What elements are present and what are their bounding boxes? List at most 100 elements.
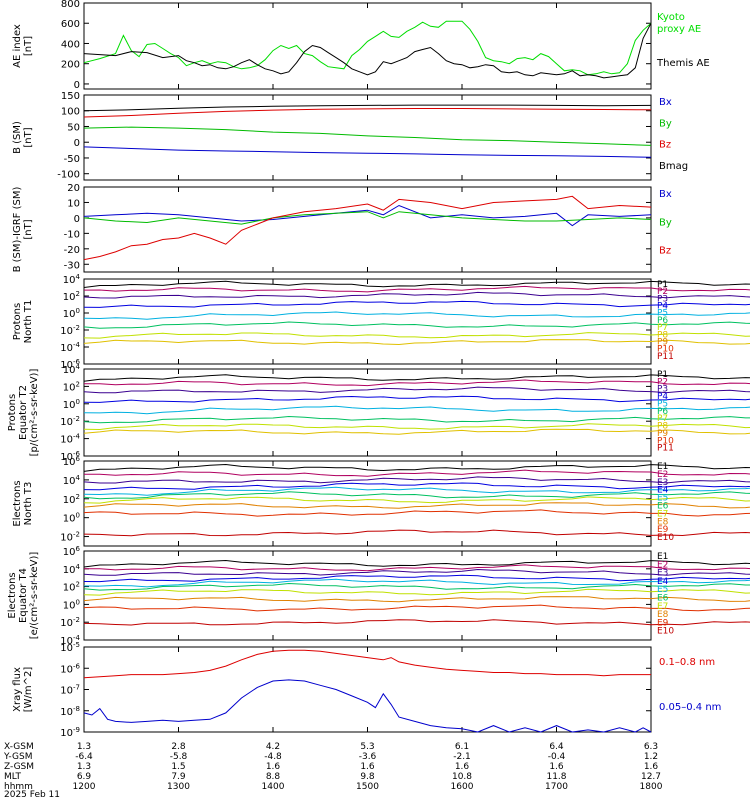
channel-line-ee-e6 bbox=[83, 582, 750, 591]
date-label: 2025 Feb 11 bbox=[4, 790, 60, 800]
y-axis-label-ae: AE index bbox=[12, 24, 23, 68]
x-table-value-x-gsm: 6.3 bbox=[644, 742, 658, 752]
series-line-dbsm-bx bbox=[83, 204, 652, 227]
channel-line-pe-p2 bbox=[84, 379, 750, 387]
channel-line-ee-e2 bbox=[84, 564, 750, 572]
y-tick-label-b: 150 bbox=[61, 91, 80, 102]
y-tick-label-ae: 600 bbox=[61, 19, 80, 30]
legend-entry-ee-e1: E1 bbox=[657, 552, 668, 562]
legend-entry-pe-p11: P11 bbox=[657, 444, 674, 454]
legend-entry-pn-p4: P4 bbox=[657, 302, 668, 312]
channel-line-ee-e9 bbox=[83, 604, 750, 612]
channel-line-pe-p8 bbox=[83, 428, 750, 435]
legend-entry-b-bmag: Bmag bbox=[659, 161, 688, 172]
y-axis-label-en: Electrons bbox=[12, 480, 23, 526]
y-tick-label-ae: 200 bbox=[61, 60, 80, 71]
legend-entry-en-e9: E9 bbox=[657, 525, 669, 535]
x-table-value-x-gsm: 1.3 bbox=[77, 742, 91, 752]
y-axis-label-ee: [e/(cm²-s-sr-keV)] bbox=[29, 552, 40, 640]
legend-entry-en-e7: E7 bbox=[657, 509, 668, 519]
channel-line-pn-p8 bbox=[83, 339, 750, 346]
legend-entry-pn-p6: P6 bbox=[657, 316, 668, 326]
legend-entry-ee-e8: E8 bbox=[657, 610, 669, 620]
channel-line-pe-p6 bbox=[83, 415, 750, 424]
legend-entry-en-e6: E6 bbox=[657, 502, 669, 512]
legend-entry-pe-p4: P4 bbox=[657, 392, 668, 402]
x-table-value-x-gsm: 5.3 bbox=[360, 742, 374, 752]
x-table-value-z-gsm: 1.6 bbox=[266, 762, 281, 772]
legend-entry-en-e3: E3 bbox=[657, 478, 668, 488]
channel-line-en-e7 bbox=[83, 496, 750, 504]
legend-entry-pe-p7: P7 bbox=[657, 414, 668, 424]
x-table-value-z-gsm: 1.6 bbox=[360, 762, 375, 772]
series-line-xray-0-05-0-4-nm bbox=[83, 679, 652, 733]
x-table-value-y-gsm: -5.8 bbox=[170, 752, 188, 762]
legend-entry-pn-p5: P5 bbox=[657, 309, 668, 319]
channel-line-ee-e5 bbox=[83, 578, 750, 588]
x-table-value-hhmm: 1700 bbox=[545, 782, 568, 792]
legend-entry-pe-p6: P6 bbox=[657, 407, 668, 417]
y-tick-label-en: 104 bbox=[63, 474, 81, 487]
x-table-value-hhmm: 1500 bbox=[356, 782, 379, 792]
y-axis-label-pe: Equator T2 bbox=[18, 385, 29, 440]
y-tick-label-dbsm: -20 bbox=[64, 245, 80, 256]
x-table-value-hhmm: 1600 bbox=[451, 782, 474, 792]
series-line-dbsm-by bbox=[83, 211, 652, 225]
channel-line-ee-e8 bbox=[83, 596, 750, 603]
channel-line-pe-p3 bbox=[83, 386, 750, 394]
channel-line-en-e6 bbox=[83, 491, 750, 500]
x-table-row-label-hhmm: hhmm bbox=[4, 782, 33, 792]
y-tick-label-ae: 800 bbox=[61, 0, 80, 10]
series-line-ae-kyoto-proxy-ae bbox=[83, 20, 652, 76]
legend-entry-b-by: By bbox=[659, 118, 672, 129]
y-tick-label-b: 50 bbox=[67, 122, 80, 133]
legend-entry-xray-0: 0.1–0.8 nm bbox=[659, 657, 715, 668]
y-tick-label-pn: 10-2 bbox=[60, 324, 80, 337]
x-table-value-x-gsm: 6.4 bbox=[549, 742, 564, 752]
legend-entry-pe-p1: P1 bbox=[657, 370, 668, 380]
y-tick-label-dbsm: 20 bbox=[67, 183, 80, 194]
y-axis-label-ee: Electrons bbox=[7, 572, 18, 618]
y-tick-label-ee: 106 bbox=[63, 545, 81, 558]
legend-entry-ee-e3: E3 bbox=[657, 569, 668, 579]
x-table-value-y-gsm: -3.6 bbox=[359, 752, 377, 762]
y-tick-label-pn: 104 bbox=[63, 273, 81, 286]
legend-entry-pn-p1: P1 bbox=[657, 280, 668, 290]
legend-entry-ee-e2: E2 bbox=[657, 560, 668, 570]
legend-entry-pe-p3: P3 bbox=[657, 385, 668, 395]
y-tick-label-pn: 10-4 bbox=[60, 341, 80, 354]
x-table-value-mlt: 11.8 bbox=[546, 772, 566, 782]
x-table-value-mlt: 10.8 bbox=[452, 772, 472, 782]
x-table-value-mlt: 7.9 bbox=[171, 772, 186, 782]
channel-line-en-e8 bbox=[83, 502, 750, 509]
y-tick-label-ee: 102 bbox=[63, 581, 80, 594]
y-tick-label-pn: 10-6 bbox=[60, 358, 80, 371]
y-axis-label-b: B (SM) bbox=[12, 121, 23, 154]
y-axis-label-ae: [nT] bbox=[23, 36, 34, 56]
legend-entry-b-bx: Bx bbox=[659, 97, 672, 108]
y-tick-label-xray: 10-5 bbox=[60, 641, 80, 654]
y-tick-label-ee: 10-2 bbox=[60, 616, 80, 629]
y-tick-label-ae: 400 bbox=[61, 39, 80, 50]
channel-line-en-e2 bbox=[84, 469, 750, 477]
channel-line-ee-e4 bbox=[83, 574, 750, 583]
channel-line-pn-p2 bbox=[83, 285, 750, 293]
channel-line-en-e1 bbox=[83, 463, 750, 472]
legend-entry-pn-p9: P9 bbox=[657, 337, 668, 347]
series-line-b-bmag bbox=[83, 104, 652, 112]
legend-entry-en-e2: E2 bbox=[657, 470, 668, 480]
y-tick-label-dbsm: 10 bbox=[67, 198, 80, 209]
channel-line-ee-e7 bbox=[83, 588, 750, 596]
legend-entry-pn-p8: P8 bbox=[657, 330, 668, 340]
legend-entry-en-e1: E1 bbox=[657, 462, 668, 472]
y-axis-label-pe: Protons bbox=[7, 394, 18, 431]
legend-entry-dbsm-bz: Bz bbox=[659, 246, 671, 257]
x-table-value-y-gsm: -4.8 bbox=[264, 752, 282, 762]
x-table-value-hhmm: 1200 bbox=[73, 782, 96, 792]
y-tick-label-en: 102 bbox=[63, 493, 80, 506]
channel-line-pn-p1 bbox=[83, 280, 750, 288]
channel-line-pn-p4 bbox=[83, 300, 750, 308]
y-axis-label-xray: Xray flux bbox=[12, 667, 23, 712]
channel-line-ee-e1 bbox=[83, 559, 750, 568]
